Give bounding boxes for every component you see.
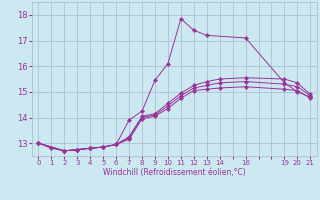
X-axis label: Windchill (Refroidissement éolien,°C): Windchill (Refroidissement éolien,°C) [103, 168, 246, 177]
